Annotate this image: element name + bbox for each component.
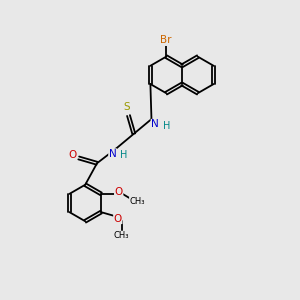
Text: H: H [163, 121, 170, 130]
Text: O: O [114, 214, 122, 224]
Text: O: O [115, 187, 123, 197]
Text: N: N [151, 119, 159, 129]
Text: O: O [68, 150, 76, 160]
Text: N: N [109, 149, 116, 159]
Text: S: S [124, 102, 130, 112]
Text: Br: Br [160, 35, 172, 46]
Text: H: H [120, 150, 128, 160]
Text: CH₃: CH₃ [114, 231, 129, 240]
Text: CH₃: CH₃ [130, 197, 145, 206]
